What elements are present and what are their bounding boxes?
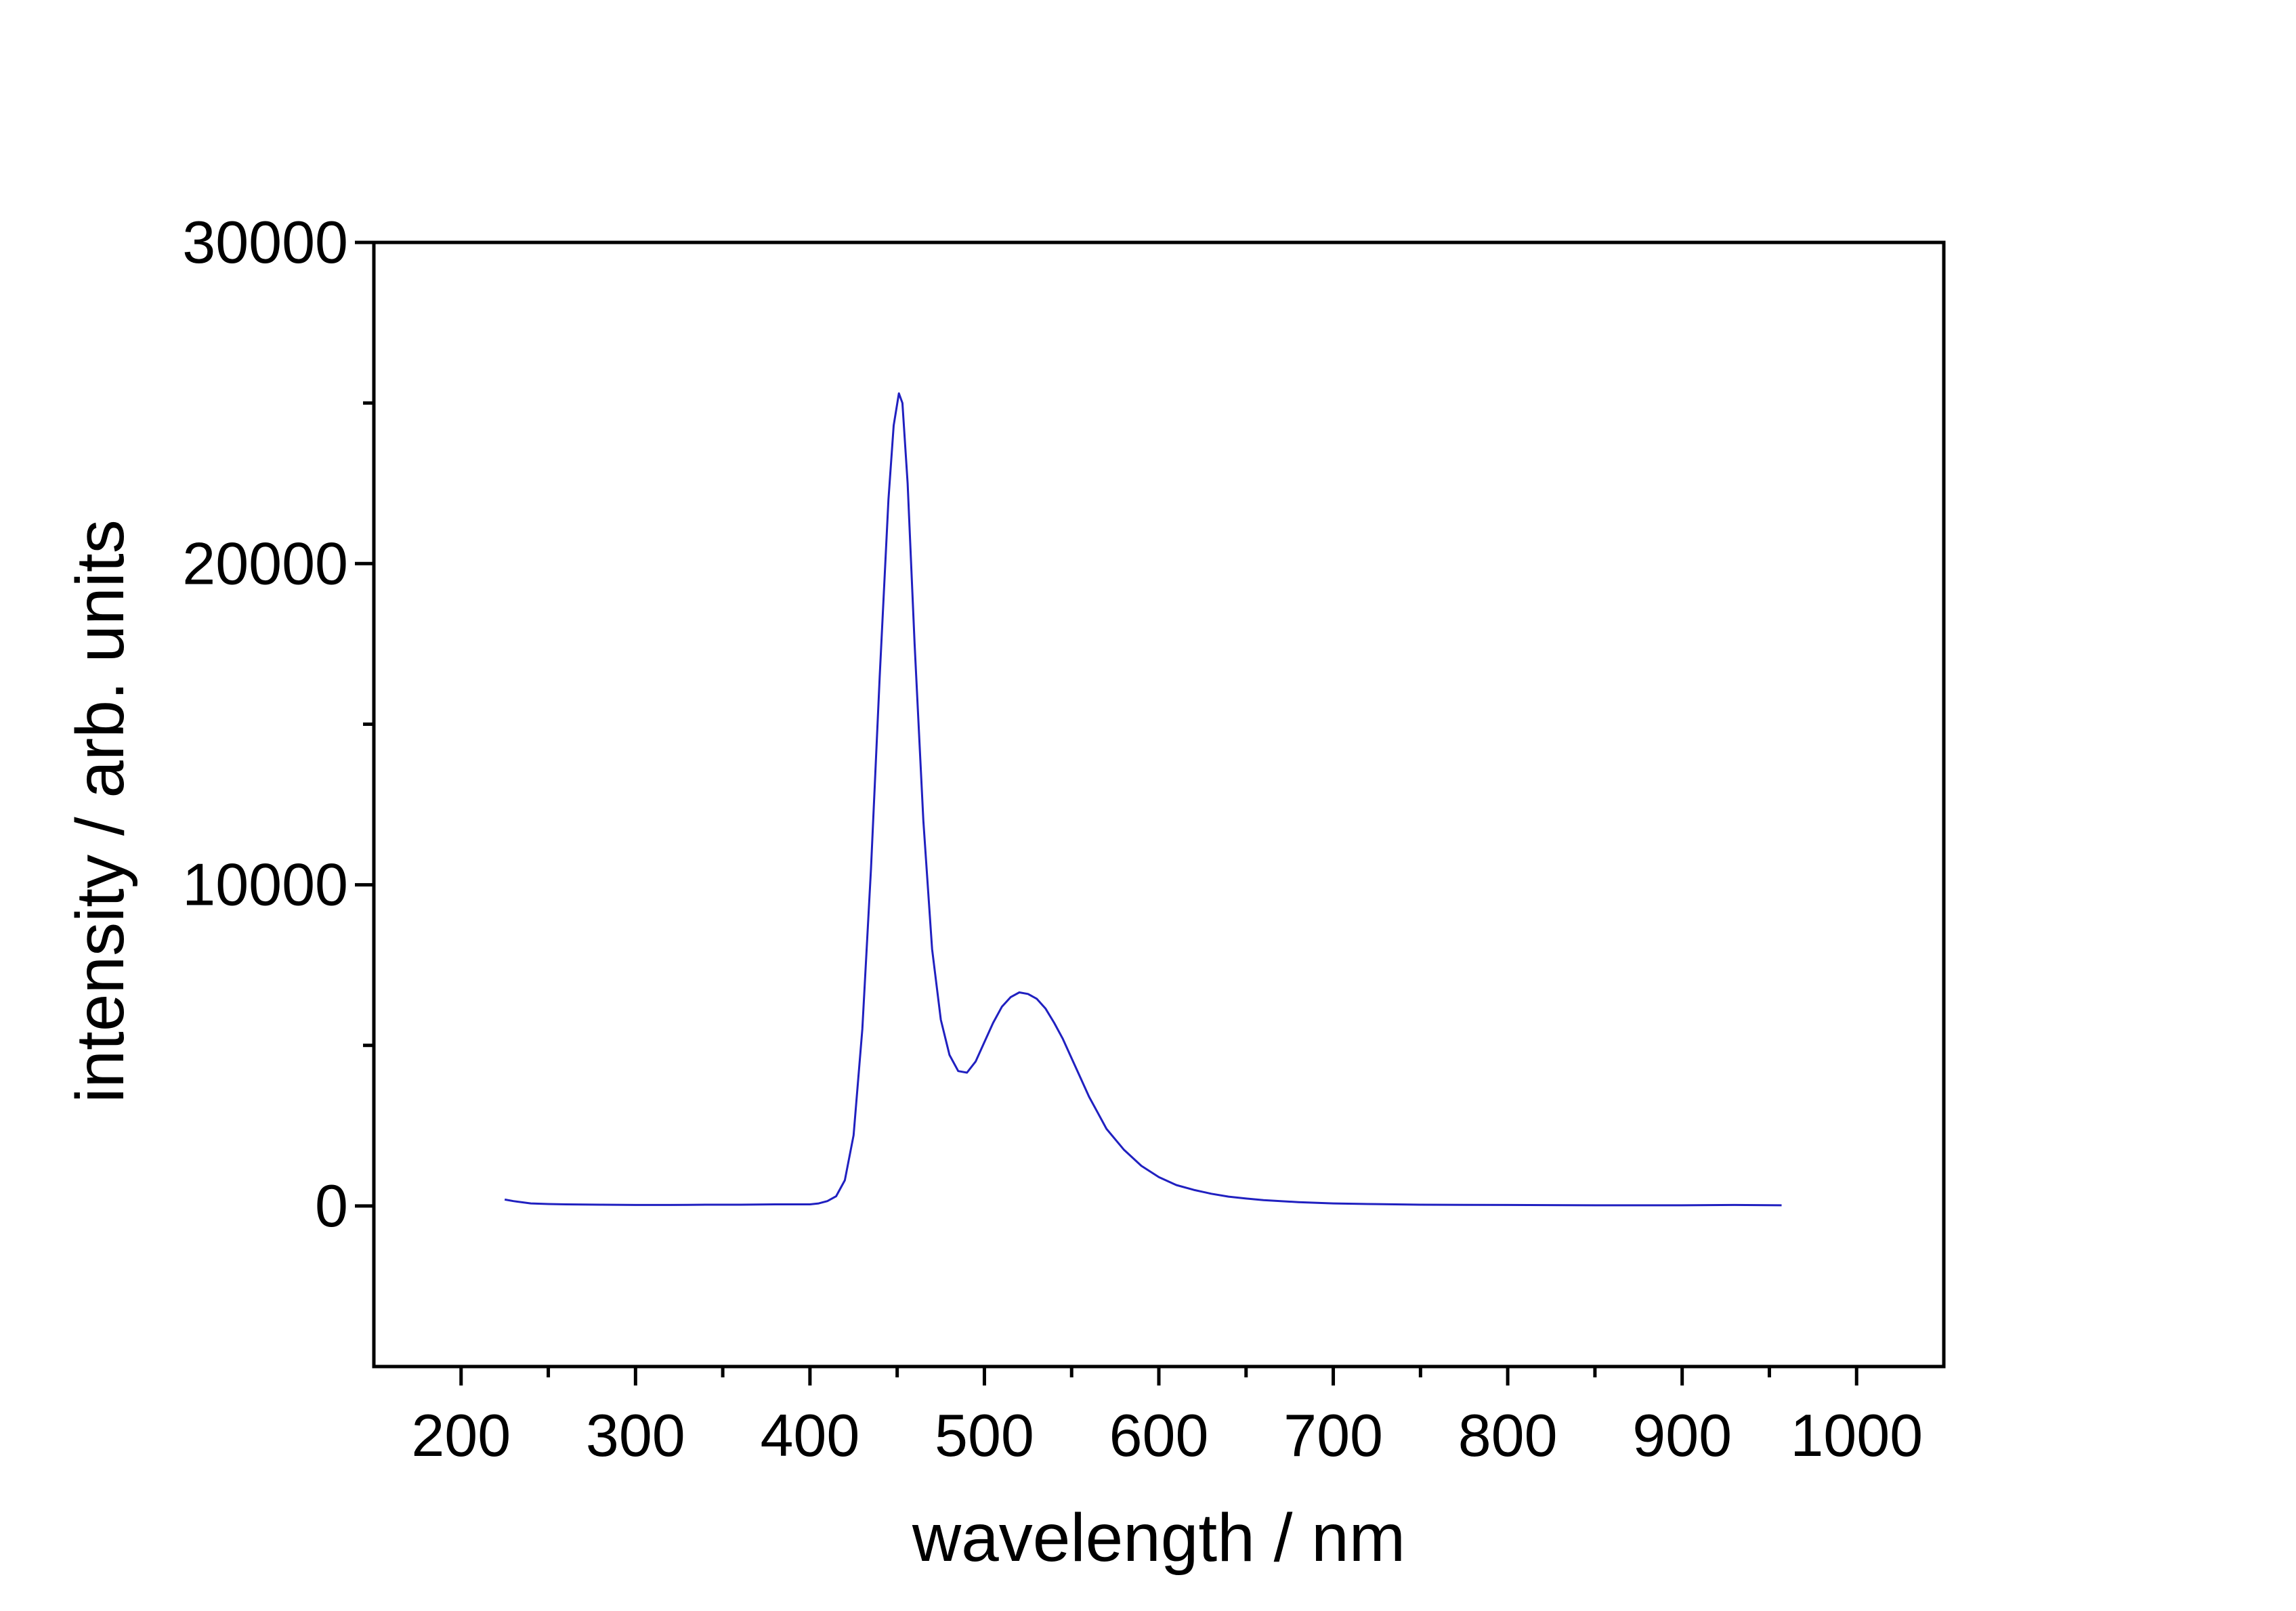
x-tick-label: 600: [1109, 1402, 1209, 1469]
x-axis-label: wavelength / nm: [912, 1500, 1405, 1576]
x-tick-label: 300: [586, 1402, 685, 1469]
x-tick-label: 500: [935, 1402, 1034, 1469]
x-axis: 200 300 400 500 600 700 800 900 1000: [411, 1367, 1923, 1469]
spectrum-line: [504, 392, 1782, 1207]
plot-area: 200 300 400 500 600 700 800 900 1000 0 10000 20000…: [182, 209, 1946, 1469]
x-tick-label: 400: [760, 1402, 859, 1469]
x-tick-label: 200: [411, 1402, 511, 1469]
y-axis: 0 10000 20000 30000: [182, 209, 374, 1239]
y-axis-label: intensity / arb. units: [62, 519, 138, 1103]
y-tick-label: 20000: [182, 530, 348, 597]
plot-frame: [372, 240, 1946, 1369]
series-group: [504, 392, 1782, 1207]
x-tick-label: 700: [1283, 1402, 1383, 1469]
y-tick-label: 0: [315, 1172, 348, 1239]
y-tick-label: 10000: [182, 851, 348, 918]
x-tick-label: 800: [1458, 1402, 1558, 1469]
x-tick-label: 1000: [1790, 1402, 1923, 1469]
x-tick-label: 900: [1632, 1402, 1732, 1469]
y-tick-label: 30000: [182, 209, 348, 276]
